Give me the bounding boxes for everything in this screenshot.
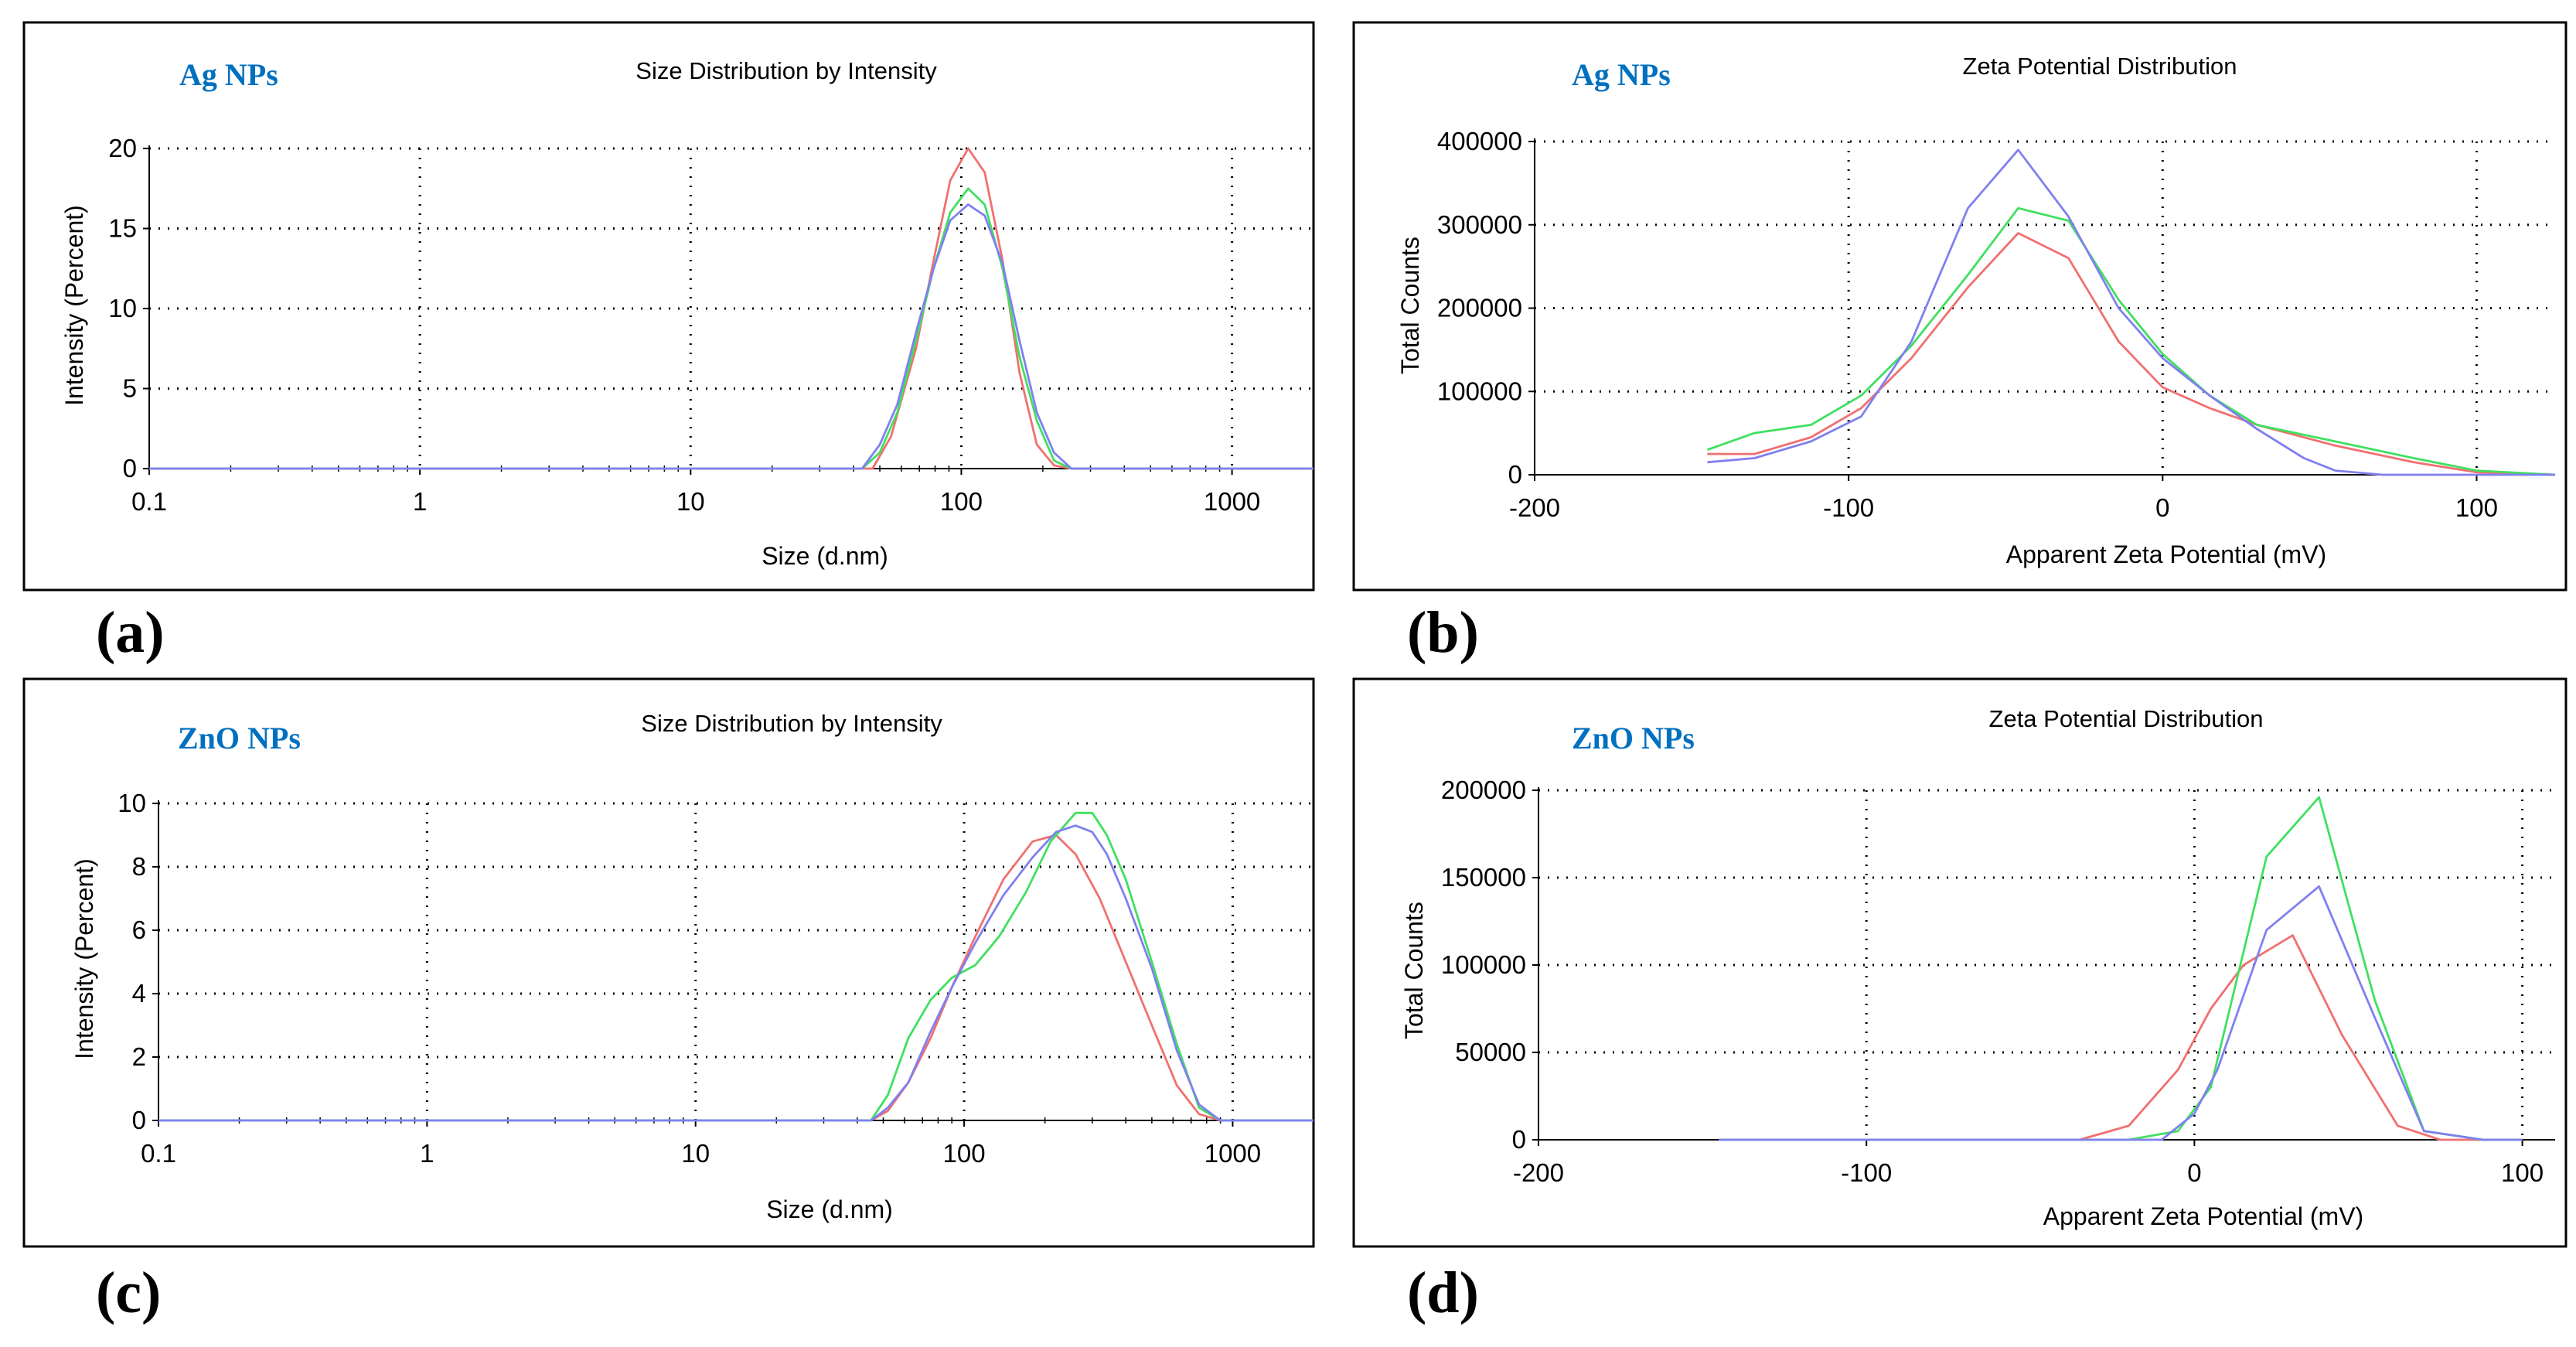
x-axis-label: Apparent Zeta Potential (mV)	[2006, 541, 2326, 568]
y-tick-label: 0	[132, 1106, 146, 1134]
series-line	[1719, 934, 2523, 1141]
x-axis-label: Size (d.nm)	[762, 542, 888, 570]
panel-c: ZnO NPs Size Distribution by Intensity S…	[70, 710, 1314, 1325]
plot-area: 0 2 4 6 8 10 0.1 1 10 100 1000	[118, 789, 1314, 1168]
x-tick-label: 0.1	[141, 1139, 176, 1168]
panel-d: ZnO NPs Zeta Potential Distribution Appa…	[1400, 705, 2555, 1325]
y-axis-label: Total Counts	[1396, 237, 1424, 374]
y-tick-label: 200000	[1441, 776, 1526, 804]
x-tick-label: 1000	[1205, 1139, 1261, 1168]
series-line	[149, 187, 1314, 470]
series-line	[1719, 885, 2523, 1141]
x-axis-label: Size (d.nm)	[766, 1195, 893, 1223]
y-tick-label: 0	[123, 454, 137, 483]
y-tick-label: 8	[132, 852, 146, 881]
x-tick-label: 0	[2155, 493, 2169, 522]
series-line	[158, 824, 1314, 1122]
x-tick-label: -100	[1823, 493, 1874, 522]
panel-label: (d)	[1407, 1260, 1479, 1325]
y-tick-label: 200000	[1437, 294, 1522, 322]
y-axis-label: Total Counts	[1400, 902, 1428, 1039]
plot-area: 0 100000 200000 300000 400000 -200 -100 0 100	[1437, 127, 2556, 522]
x-tick-label: 1	[420, 1139, 434, 1168]
series-line	[1707, 148, 2555, 476]
panel-b-frame	[1352, 21, 2567, 592]
sample-label: Ag NPs	[179, 57, 278, 92]
x-tick-label: 1000	[1204, 487, 1260, 516]
y-tick-label: 20	[108, 134, 137, 162]
y-tick-label: 10	[118, 789, 146, 817]
x-tick-label: 100	[940, 487, 983, 516]
y-axis-label: Intensity (Percent)	[70, 858, 98, 1059]
sample-label: Ag NPs	[1572, 57, 1671, 92]
y-tick-label: 0	[1512, 1125, 1526, 1154]
x-tick-label: -100	[1841, 1158, 1892, 1187]
panel-b: Ag NPs Zeta Potential Distribution Appar…	[1396, 53, 2556, 665]
x-tick-label: 0.1	[131, 487, 167, 516]
x-tick-label: 100	[943, 1139, 986, 1168]
y-tick-label: 400000	[1437, 127, 1522, 155]
x-tick-label: 100	[2501, 1158, 2544, 1187]
panel-a-frame	[22, 21, 1315, 592]
plot-area: 0 5 10 15 20 0.1 1 10 100 1000	[108, 134, 1314, 516]
y-tick-label: 15	[108, 214, 137, 243]
y-tick-label: 100000	[1441, 950, 1526, 979]
y-axis-label: Intensity (Percent)	[60, 205, 88, 406]
panel-label: (a)	[96, 600, 165, 665]
y-tick-label: 4	[132, 979, 146, 1008]
x-tick-label: 10	[681, 1139, 710, 1168]
x-tick-label: 10	[676, 487, 705, 516]
y-tick-label: 5	[123, 374, 137, 403]
y-tick-label: 100000	[1437, 377, 1522, 405]
chart-title: Zeta Potential Distribution	[1963, 53, 2237, 80]
y-tick-label: 0	[1508, 460, 1522, 489]
x-tick-label: 1	[413, 487, 427, 516]
plot-area: 0 50000 100000 150000 200000 -200 -100 0 100	[1441, 776, 2555, 1187]
x-tick-label: 100	[2455, 493, 2498, 522]
y-tick-label: 300000	[1437, 210, 1522, 239]
y-tick-label: 150000	[1441, 863, 1526, 892]
panel-c-frame	[22, 677, 1315, 1248]
sample-label: ZnO NPs	[178, 721, 301, 755]
series-line	[149, 203, 1314, 470]
x-axis-label: Apparent Zeta Potential (mV)	[2043, 1202, 2363, 1230]
panel-label: (b)	[1407, 600, 1479, 665]
series-line	[1707, 232, 2556, 476]
series-line	[158, 811, 1314, 1122]
chart-title: Size Distribution by Intensity	[635, 57, 937, 84]
x-tick-label: 0	[2187, 1158, 2201, 1187]
y-tick-label: 2	[132, 1042, 146, 1071]
x-tick-label: -200	[1513, 1158, 1564, 1187]
panel-label: (c)	[96, 1260, 161, 1325]
y-tick-label: 6	[132, 916, 146, 944]
chart-title: Zeta Potential Distribution	[1989, 705, 2264, 732]
y-tick-label: 50000	[1455, 1038, 1526, 1066]
series-line	[149, 147, 1314, 470]
sample-label: ZnO NPs	[1572, 721, 1695, 755]
chart-title: Size Distribution by Intensity	[641, 710, 942, 737]
y-tick-label: 10	[108, 294, 137, 322]
x-tick-label: -200	[1509, 493, 1560, 522]
panel-a: Ag NPs Size Distribution by Intensity Si…	[60, 57, 1314, 665]
